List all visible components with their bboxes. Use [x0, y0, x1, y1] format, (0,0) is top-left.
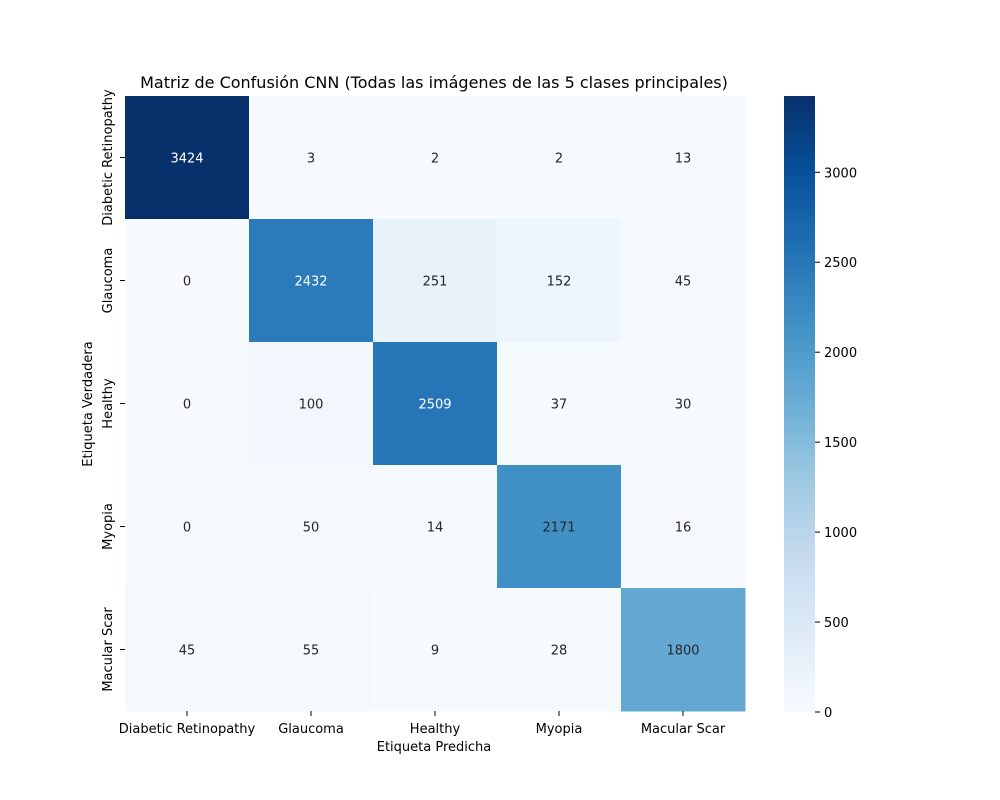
colorbar-tick-label: 3000 — [824, 166, 857, 181]
heatmap-cell-labels: 3424 3 2 2 13 0 2432 251 152 45 0 100 2509 37 30 0 50 14 2… — [170, 152, 699, 659]
heatmap-cell — [621, 342, 746, 466]
heatmap-cell — [497, 465, 622, 589]
y-axis-label: Etiqueta Verdadera — [81, 341, 96, 466]
cell-value-label: 2171 — [542, 521, 575, 536]
heatmap-cell — [125, 219, 250, 343]
x-tick-label: Macular Scar — [641, 722, 726, 737]
heatmap-cell — [497, 219, 622, 343]
y-tick-label: Healthy — [101, 378, 116, 429]
heatmap-cell — [125, 96, 250, 220]
heatmap-cell — [125, 465, 250, 589]
y-tick-label: Glaucoma — [101, 248, 116, 314]
heatmap-cell — [249, 219, 374, 343]
heatmap-cell — [497, 96, 622, 220]
cell-value-label: 9 — [431, 644, 439, 659]
heatmap-cell — [249, 465, 374, 589]
x-axis-label: Etiqueta Predicha — [377, 740, 492, 755]
y-tick-label: Diabetic Retinopathy — [101, 89, 116, 226]
cell-value-label: 16 — [675, 521, 692, 536]
cell-value-label: 2509 — [418, 398, 451, 413]
cell-value-label: 28 — [551, 644, 568, 659]
cell-value-label: 152 — [547, 275, 572, 290]
cell-value-label: 251 — [423, 275, 448, 290]
heatmap-cells — [125, 96, 746, 712]
y-axis: Diabetic Retinopathy Glaucoma Healthy Myopi… — [101, 89, 125, 692]
cell-value-label: 3424 — [170, 152, 203, 167]
cell-value-label: 45 — [179, 644, 196, 659]
colorbar — [784, 96, 815, 712]
heatmap-cell — [249, 96, 374, 220]
cell-value-label: 2 — [431, 152, 439, 167]
x-tick-label: Myopia — [536, 722, 583, 737]
cell-value-label: 55 — [303, 644, 320, 659]
colorbar-ticks: 0 500 1000 1500 2000 2500 3000 — [815, 166, 857, 721]
y-tick-label: Myopia — [101, 503, 116, 550]
colorbar-tick-label: 1000 — [824, 526, 857, 541]
heatmap-cell — [373, 96, 498, 220]
cell-value-label: 3 — [307, 152, 315, 167]
x-tick-label: Diabetic Retinopathy — [119, 722, 256, 737]
cell-value-label: 1800 — [666, 644, 699, 659]
cell-value-label: 37 — [551, 398, 568, 413]
heatmap-cell — [621, 96, 746, 220]
cell-value-label: 50 — [303, 521, 320, 536]
heatmap-cell — [621, 465, 746, 589]
cell-value-label: 13 — [675, 152, 692, 167]
heatmap-cell — [249, 588, 374, 712]
heatmap-cell — [125, 588, 250, 712]
heatmap-cell — [125, 342, 250, 466]
y-tick-label: Macular Scar — [101, 607, 116, 692]
colorbar-tick-label: 2500 — [824, 256, 857, 271]
heatmap-cell — [621, 588, 746, 712]
heatmap-cell — [373, 465, 498, 589]
cell-value-label: 100 — [299, 398, 324, 413]
cell-value-label: 0 — [183, 398, 191, 413]
cell-value-label: 45 — [675, 275, 692, 290]
colorbar-tick-label: 0 — [824, 706, 832, 721]
cell-value-label: 30 — [675, 398, 692, 413]
heatmap-cell — [497, 342, 622, 466]
colorbar-tick-label: 500 — [824, 616, 849, 631]
cell-value-label: 2432 — [294, 275, 327, 290]
heatmap-cell — [373, 588, 498, 712]
x-tick-label: Glaucoma — [278, 722, 344, 737]
chart-title: Matriz de Confusión CNN (Todas las imáge… — [140, 73, 728, 92]
heatmap-cell — [373, 342, 498, 466]
heatmap-cell — [249, 342, 374, 466]
heatmap-cell — [497, 588, 622, 712]
cell-value-label: 0 — [183, 275, 191, 290]
heatmap-cell — [621, 219, 746, 343]
cell-value-label: 14 — [427, 521, 444, 536]
heatmap-cell — [373, 219, 498, 343]
colorbar-tick-label: 2000 — [824, 346, 857, 361]
cell-value-label: 2 — [555, 152, 563, 167]
colorbar-tick-label: 1500 — [824, 436, 857, 451]
cell-value-label: 0 — [183, 521, 191, 536]
x-tick-label: Healthy — [410, 722, 461, 737]
x-axis: Diabetic Retinopathy Glaucoma Healthy Myopi… — [119, 711, 726, 737]
